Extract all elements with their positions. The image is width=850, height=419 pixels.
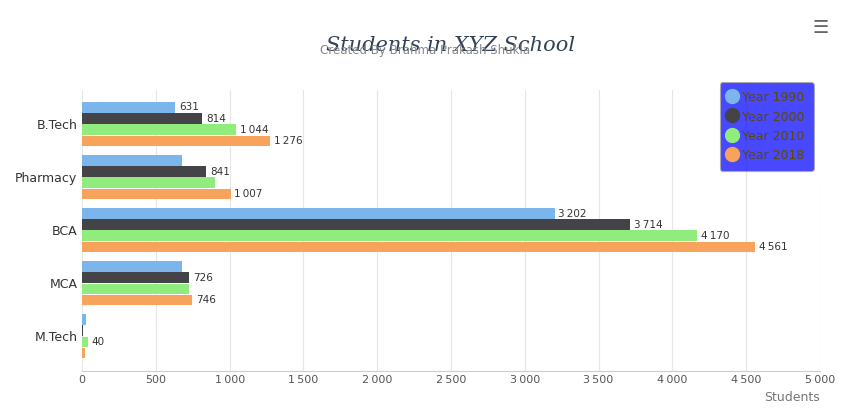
Bar — [82, 348, 85, 358]
Text: 4 561: 4 561 — [759, 242, 787, 252]
Bar — [82, 272, 190, 283]
Bar — [82, 314, 86, 325]
Text: 814: 814 — [206, 114, 226, 124]
Title: Students in XYZ School: Students in XYZ School — [326, 36, 575, 55]
Text: 40: 40 — [92, 337, 105, 347]
Bar — [82, 261, 183, 272]
Bar — [82, 124, 236, 135]
Text: 3 714: 3 714 — [634, 220, 662, 230]
Text: 3 202: 3 202 — [558, 209, 586, 218]
Text: 4 170: 4 170 — [701, 231, 729, 241]
Bar — [82, 284, 190, 294]
Bar — [82, 336, 88, 347]
Bar — [82, 295, 192, 305]
Bar — [82, 208, 554, 219]
Bar — [82, 230, 697, 241]
Bar — [82, 178, 215, 188]
Text: 1 044: 1 044 — [240, 125, 269, 135]
Bar — [82, 102, 175, 113]
Bar — [82, 189, 230, 199]
Text: 841: 841 — [210, 167, 230, 177]
Bar — [82, 166, 207, 177]
Bar — [82, 113, 202, 124]
Text: 631: 631 — [178, 103, 199, 112]
Bar — [82, 242, 755, 252]
Legend: Year 1990, Year 2000, Year 2010, Year 2018: Year 1990, Year 2000, Year 2010, Year 20… — [720, 82, 813, 171]
Text: ☰: ☰ — [813, 19, 828, 37]
Text: 746: 746 — [196, 295, 216, 305]
Text: 1 276: 1 276 — [274, 136, 303, 146]
Text: 1 007: 1 007 — [235, 189, 263, 199]
Bar — [82, 136, 270, 146]
Bar — [82, 155, 183, 166]
X-axis label: Students: Students — [764, 391, 820, 404]
Text: 726: 726 — [193, 273, 212, 283]
Bar — [82, 219, 630, 230]
Text: Created By Brahma Prakash Shukla: Created By Brahma Prakash Shukla — [320, 44, 530, 57]
Bar — [82, 326, 83, 336]
